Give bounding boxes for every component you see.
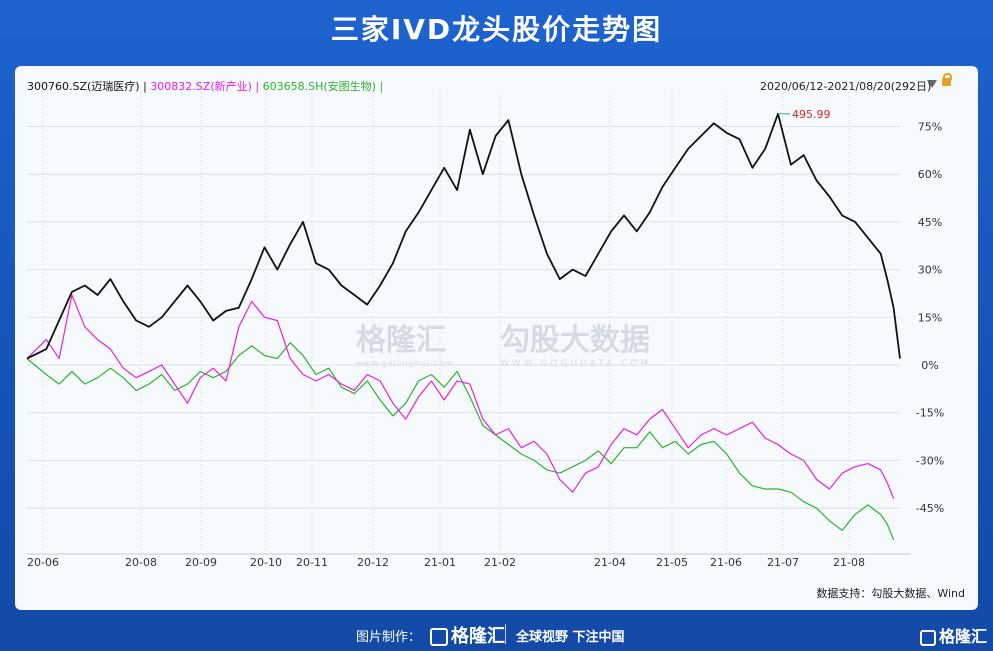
x-tick-label: 21-06 bbox=[710, 556, 742, 569]
watermark-gogudata: 勾股大数据 WWW.GOGUDATA.COM bbox=[500, 315, 651, 369]
y-tick-label: 30% bbox=[918, 264, 942, 277]
chart-panel bbox=[15, 66, 978, 610]
legend-separator: | bbox=[255, 80, 260, 93]
y-tick-label: 0% bbox=[921, 359, 938, 372]
page-title: 三家IVD龙头股价走势图 bbox=[330, 13, 663, 46]
x-tick-label: 20-08 bbox=[125, 556, 157, 569]
legend-series-2: 300832.SZ(新产业) bbox=[150, 80, 252, 93]
series-line-2 bbox=[26, 294, 895, 499]
watermark-gogu: 勾股大数据 bbox=[500, 323, 650, 358]
series-line-1 bbox=[26, 112, 901, 360]
annotation-label: 495.99 bbox=[792, 108, 831, 121]
watermark-gelonghui: 格隆汇 www.gelonghui.com bbox=[356, 315, 454, 368]
y-tick-label: -45% bbox=[916, 502, 944, 515]
footer-brand: 格隆汇 bbox=[920, 623, 987, 647]
y-tick-label: -30% bbox=[916, 454, 944, 467]
x-tick-label: 21-01 bbox=[424, 556, 456, 569]
watermark-gogu-url: WWW.GOGUDATA.COM bbox=[500, 359, 652, 369]
footer-divider bbox=[505, 624, 506, 644]
footer-logo: 格隆汇 bbox=[430, 622, 505, 648]
series-line-3 bbox=[26, 342, 895, 541]
x-tick-label: 21-08 bbox=[833, 556, 865, 569]
y-tick-label: 75% bbox=[918, 121, 942, 134]
y-tick-label: 15% bbox=[918, 311, 942, 324]
footer-label: 图片制作： bbox=[356, 630, 422, 645]
lock-icon[interactable] bbox=[942, 73, 952, 86]
footer-brand-text: 格隆汇 bbox=[939, 627, 988, 646]
footer-logo-text: 格隆汇 bbox=[451, 626, 505, 647]
legend-separator: | bbox=[379, 80, 384, 93]
footer: 图片制作： 格隆汇 全球视野 下注中国 格隆汇 bbox=[0, 618, 993, 651]
legend-series-1: 300760.SZ(迈瑞医疗) bbox=[27, 80, 140, 93]
gelonghui-brand-icon bbox=[920, 629, 936, 646]
footer-slogan: 全球视野 下注中国 bbox=[516, 630, 625, 645]
y-tick-label: 60% bbox=[918, 168, 942, 181]
x-tick-label: 20-12 bbox=[357, 556, 389, 569]
x-tick-label: 20-11 bbox=[296, 556, 328, 569]
chart-legend: 300760.SZ(迈瑞医疗) | 300832.SZ(新产业) | 60365… bbox=[27, 78, 383, 94]
watermark-brand: 格隆汇 bbox=[356, 323, 446, 358]
dropdown-arrow-icon[interactable] bbox=[927, 80, 937, 88]
legend-series-3: 603658.SH(安图生物) bbox=[262, 80, 376, 93]
x-tick-label: 20-10 bbox=[250, 556, 282, 569]
y-tick-label: 45% bbox=[918, 216, 942, 229]
x-tick-label: 21-07 bbox=[767, 556, 799, 569]
y-tick-label: -15% bbox=[916, 407, 944, 420]
date-range-label[interactable]: 2020/06/12-2021/08/20(292日) bbox=[760, 80, 932, 93]
x-tick-label: 21-04 bbox=[594, 556, 626, 569]
x-tick-label: 20-09 bbox=[185, 556, 217, 569]
data-source: 数据支持：勾股大数据、Wind bbox=[816, 587, 965, 600]
x-tick-label: 20-06 bbox=[27, 556, 59, 569]
x-tick-label: 21-05 bbox=[656, 556, 688, 569]
x-tick-label: 21-02 bbox=[484, 556, 516, 569]
gelonghui-logo-icon bbox=[430, 628, 448, 646]
legend-separator: | bbox=[143, 80, 147, 93]
watermark-brand-url: www.gelonghui.com bbox=[356, 359, 454, 368]
